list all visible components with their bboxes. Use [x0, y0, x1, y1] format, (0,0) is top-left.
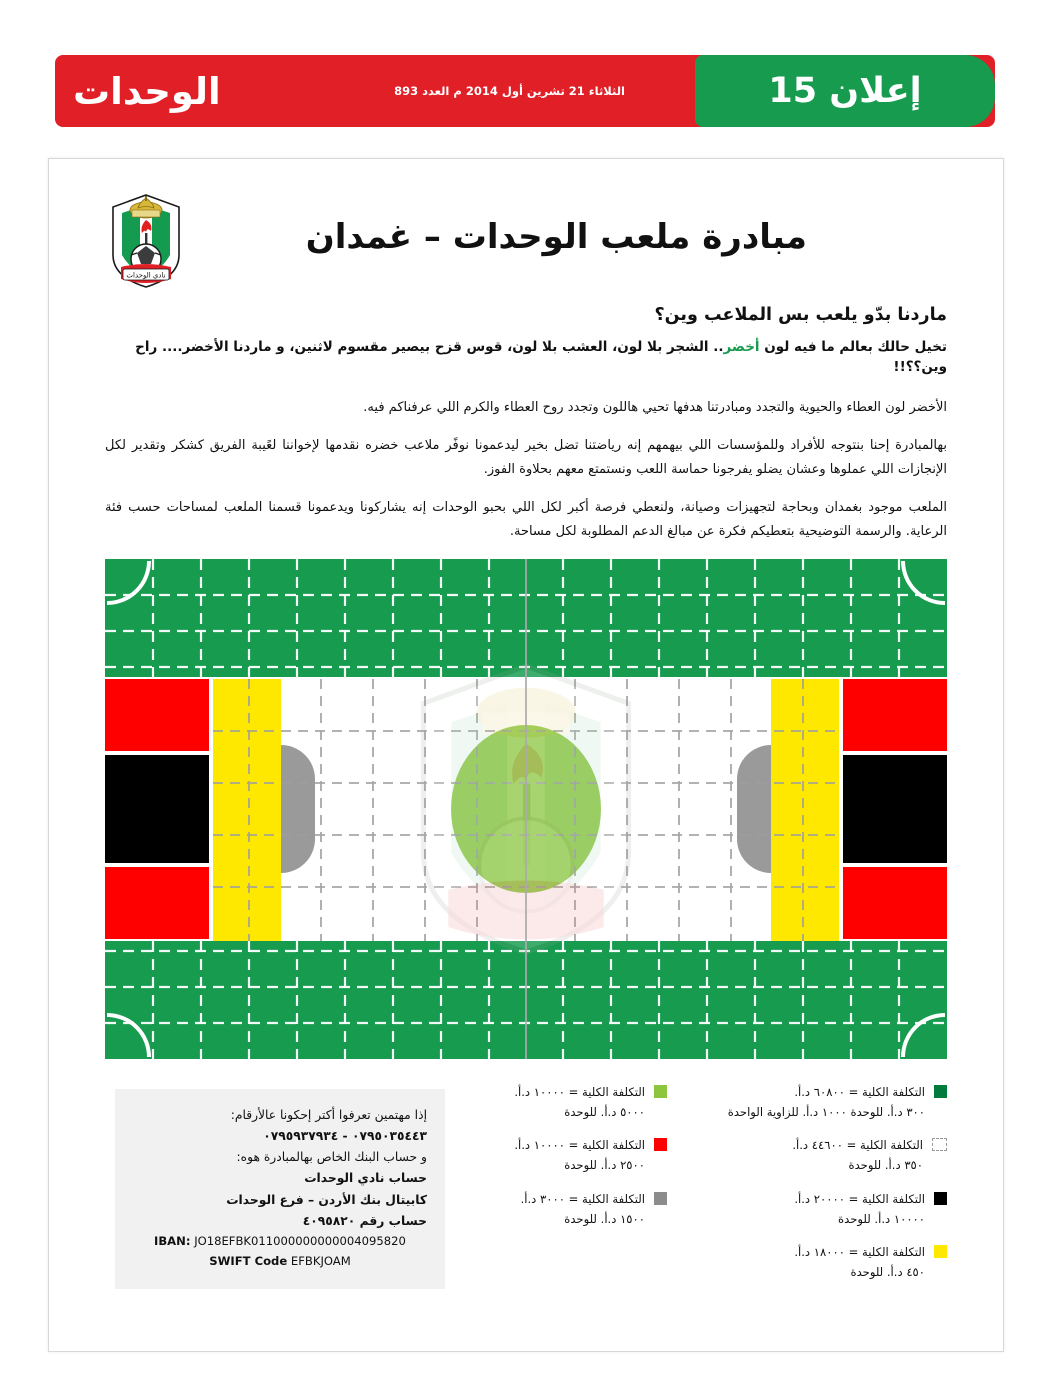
legend-item: التكلفة الكلية = ١٨٠٠٠ د.أ. ٤٥٠ د.أ. للو… [687, 1243, 947, 1282]
legend-unit: ٣٠٠ د.أ. للوحدة ١٠٠٠ د.أ. للزاوية الواحد… [727, 1104, 925, 1119]
legend-swatch-red [654, 1138, 667, 1152]
article-paragraph-2: بهالمبادرة إحنا بنتوجه للأفراد وللمؤسسات… [105, 437, 947, 477]
legend-unit: ٢٥٠٠ د.أ. للوحدة [564, 1158, 645, 1173]
bank-account-name: حساب نادي الوحدات [304, 1171, 427, 1186]
page-title: مبادرة ملعب الوحدات – غمدان [305, 217, 807, 257]
legend-swatch-yellow [934, 1245, 947, 1259]
legend-total: التكلفة الكلية = ١٠٠٠٠ د.أ. [514, 1138, 645, 1153]
legend-total: التكلفة الكلية = ١٨٠٠٠ د.أ. [794, 1245, 925, 1260]
iban-label: IBAN: [154, 1233, 191, 1248]
contact-line-2: و حساب البنك الخاص بهالمبادرة هوه: [236, 1150, 427, 1165]
article-card: نادي الوحدات مبادرة ملعب الوحدات – غمدان… [48, 158, 1004, 1352]
legend-item: التكلفة الكلية = ١٠٠٠٠ د.أ. ٥٠٠٠ د.أ. لل… [407, 1083, 667, 1122]
bank-account-number: حساب رقم ٤٠٩٥٨٢٠ [302, 1213, 427, 1228]
zone-red-bottom-left [105, 867, 209, 939]
legend-column-right: التكلفة الكلية = ٦٠٨٠٠ د.أ. ٣٠٠ د.أ. للو… [687, 1079, 947, 1309]
legend-swatch-grey [654, 1191, 667, 1205]
sponsorship-legend: التكلفة الكلية = ٦٠٨٠٠ د.أ. ٣٠٠ د.أ. للو… [407, 1079, 947, 1309]
legend-unit: ١٠٠٠٠ د.أ. للوحدة [838, 1211, 925, 1226]
masthead: الوحدات الثلاثاء 21 تشرين أول 2014 م الع… [55, 55, 995, 127]
zone-black-left [105, 755, 209, 863]
club-crest-logo: نادي الوحدات [112, 194, 180, 288]
zone-red-bottom-right [843, 867, 947, 939]
legend-unit: ٥٠٠٠ د.أ. للوحدة [564, 1104, 645, 1119]
legend-item: التكلفة الكلية = ٤٤٦٠٠ د.أ. ٣٥٠ د.أ. للو… [687, 1136, 947, 1175]
masthead-date: الثلاثاء 21 تشرين أول 2014 م العدد 893 [394, 84, 625, 98]
article-paragraph-3: الملعب موجود بغمدان وبحاجة لتجهيزات وصيا… [105, 499, 947, 539]
legend-total: التكلفة الكلية = ١٠٠٠٠ د.أ. [514, 1085, 645, 1099]
legend-column-left: التكلفة الكلية = ١٠٠٠٠ د.أ. ٥٠٠٠ د.أ. لل… [407, 1079, 667, 1309]
lead-text-after: .. الشجر بلا لون، العشب بلا لون، قوس قزح… [135, 339, 947, 376]
zone-grey-arc-left [281, 745, 315, 873]
footer-block: إذا مهتمين تعرفوا أكتر إحكونا عالأرقام: … [105, 1079, 947, 1309]
zone-red-top-left [105, 679, 209, 751]
article-body: ماردنا بدّو يلعب بس الملاعب وين؟ تخيل حا… [105, 305, 947, 558]
legend-item: التكلفة الكلية = ٣٠٠٠ د.أ. ١٥٠٠ د.أ. للو… [407, 1190, 667, 1229]
contact-line-1: إذا مهتمين تعرفوا أكتر إحكونا عالأرقام: [230, 1108, 427, 1122]
lead-text-before: تخيل حالك بعالم ما فيه لون [759, 339, 947, 355]
zone-grey-arc-right [737, 745, 771, 873]
contact-phones: ٠٧٩٥٠٣٥٤٤٣ - ٠٧٩٥٩٣٧٩٣٤ [263, 1129, 427, 1144]
legend-unit: ٣٥٠ د.أ. للوحدة [848, 1158, 924, 1173]
legend-total: التكلفة الكلية = ٢٠٠٠٠ د.أ. [794, 1191, 925, 1206]
zone-yellow-right [771, 679, 839, 941]
svg-text:نادي الوحدات: نادي الوحدات [126, 272, 165, 280]
article-subhead: ماردنا بدّو يلعب بس الملاعب وين؟ [654, 305, 947, 325]
bank-swift: SWIFT Code EFBKJOAM [133, 1252, 427, 1272]
zone-yellow-left [213, 679, 281, 941]
lead-highlight-green: أخضر [723, 339, 760, 355]
legend-unit: ٤٥٠ د.أ. للوحدة [850, 1264, 926, 1279]
legend-item: التكلفة الكلية = ٦٠٨٠٠ د.أ. ٣٠٠ د.أ. للو… [687, 1083, 947, 1122]
article-lead: تخيل حالك بعالم ما فيه لون أخضر.. الشجر … [105, 337, 947, 378]
swift-value: EFBKJOAM [290, 1253, 351, 1268]
legend-total: التكلفة الكلية = ٤٤٦٠٠ د.أ. [792, 1138, 923, 1153]
legend-item: التكلفة الكلية = ٢٠٠٠٠ د.أ. ١٠٠٠٠ د.أ. ل… [687, 1190, 947, 1229]
legend-swatch-dark-green [934, 1085, 947, 1098]
legend-swatch-black [934, 1191, 947, 1205]
legend-item: التكلفة الكلية = ١٠٠٠٠ د.أ. ٢٥٠٠ د.أ. لل… [407, 1136, 667, 1175]
pitch-centre-line [525, 559, 527, 1059]
zone-black-right [843, 755, 947, 863]
bank-name: كابيتال بنك الأردن – فرع الوحدات [226, 1192, 427, 1207]
zone-red-top-right [843, 679, 947, 751]
article-paragraph-1: الأخضر لون العطاء والحيوية والتجدد ومباد… [363, 399, 947, 415]
legend-swatch-white-dashed [932, 1138, 947, 1152]
title-row: نادي الوحدات مبادرة ملعب الوحدات – غمدان [105, 189, 947, 297]
legend-total: التكلفة الكلية = ٣٠٠٠ د.أ. [520, 1191, 645, 1206]
contact-and-bank-box: إذا مهتمين تعرفوا أكتر إحكونا عالأرقام: … [115, 1089, 445, 1289]
stadium-sponsorship-diagram [105, 559, 947, 1059]
swift-label: SWIFT Code [209, 1253, 288, 1268]
iban-value: JO18EFBK011000000000004095820 [194, 1233, 406, 1248]
legend-swatch-light-green [654, 1085, 667, 1098]
legend-total: التكلفة الكلية = ٦٠٨٠٠ د.أ. [794, 1085, 925, 1099]
legend-unit: ١٥٠٠ د.أ. للوحدة [564, 1211, 645, 1226]
bank-iban: IBAN: JO18EFBK011000000000004095820 [133, 1232, 427, 1252]
masthead-brand: الوحدات [73, 69, 221, 113]
masthead-issue-badge: إعلان 15 [695, 55, 995, 127]
